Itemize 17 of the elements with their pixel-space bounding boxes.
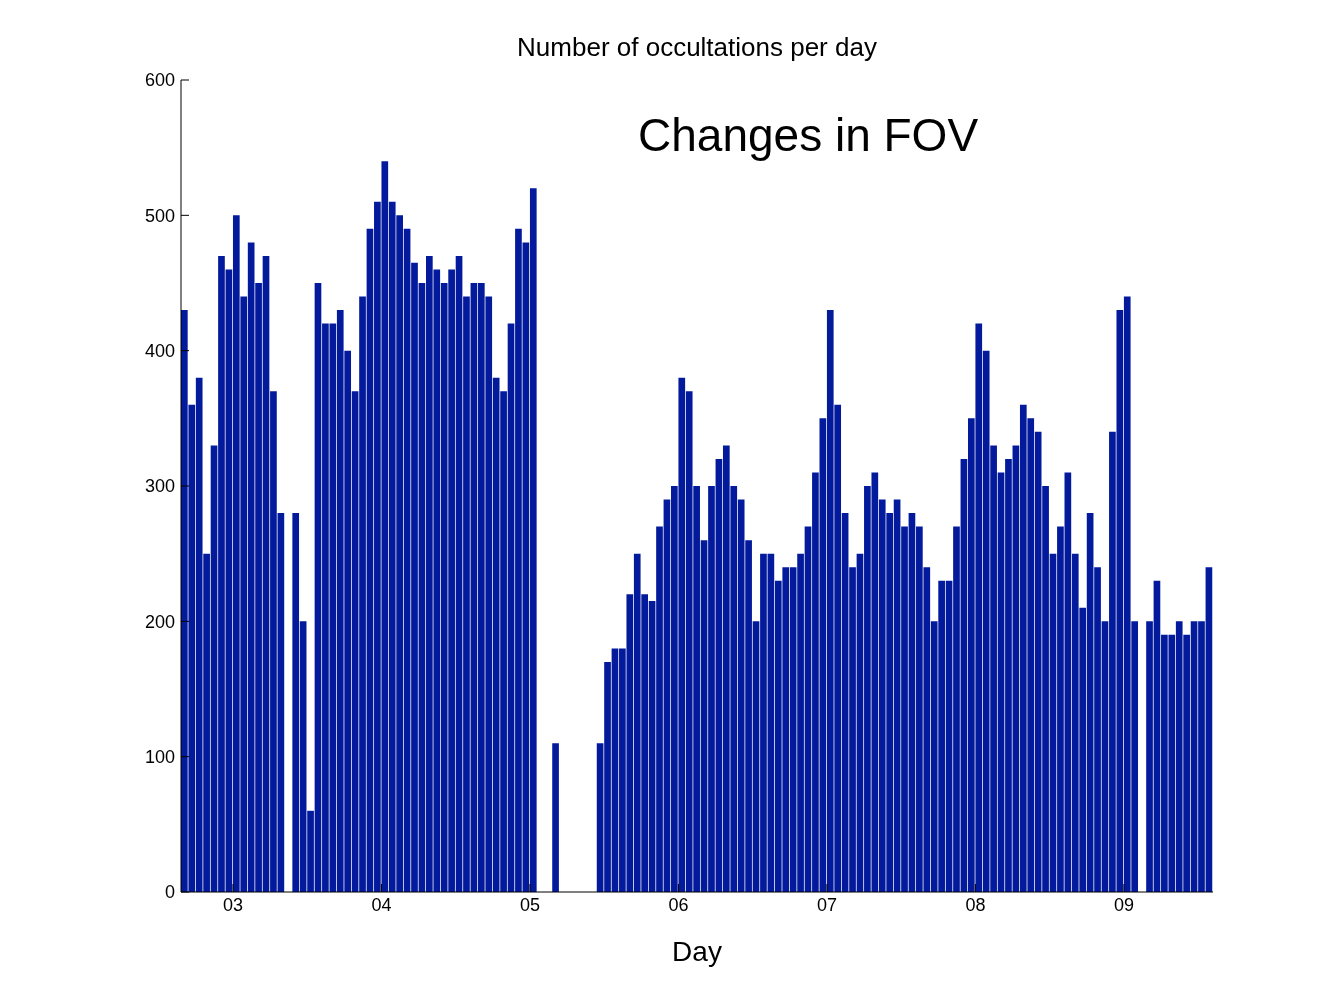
chart-title: Number of occultations per day — [516, 32, 878, 63]
y-tick-label: 400 — [144, 341, 175, 362]
y-tick-label: 200 — [144, 611, 175, 632]
y-tick-label: 100 — [144, 747, 175, 768]
x-tick-label: 04 — [371, 894, 392, 915]
x-tick-label: 09 — [1113, 894, 1134, 915]
x-tick-label: 05 — [519, 894, 540, 915]
x-tick-label: 07 — [816, 894, 837, 915]
x-tick-label: 06 — [668, 894, 689, 915]
y-tick-label: 600 — [144, 70, 175, 91]
y-tick-label: 300 — [144, 476, 175, 497]
y-tick-label: 500 — [144, 205, 175, 226]
x-tick-label: 08 — [965, 894, 986, 915]
y-tick-label: 0 — [164, 882, 175, 903]
annotation: Changes in FOV — [638, 108, 979, 162]
x-axis-title: Day — [671, 936, 723, 968]
x-tick-label: 03 — [222, 894, 243, 915]
